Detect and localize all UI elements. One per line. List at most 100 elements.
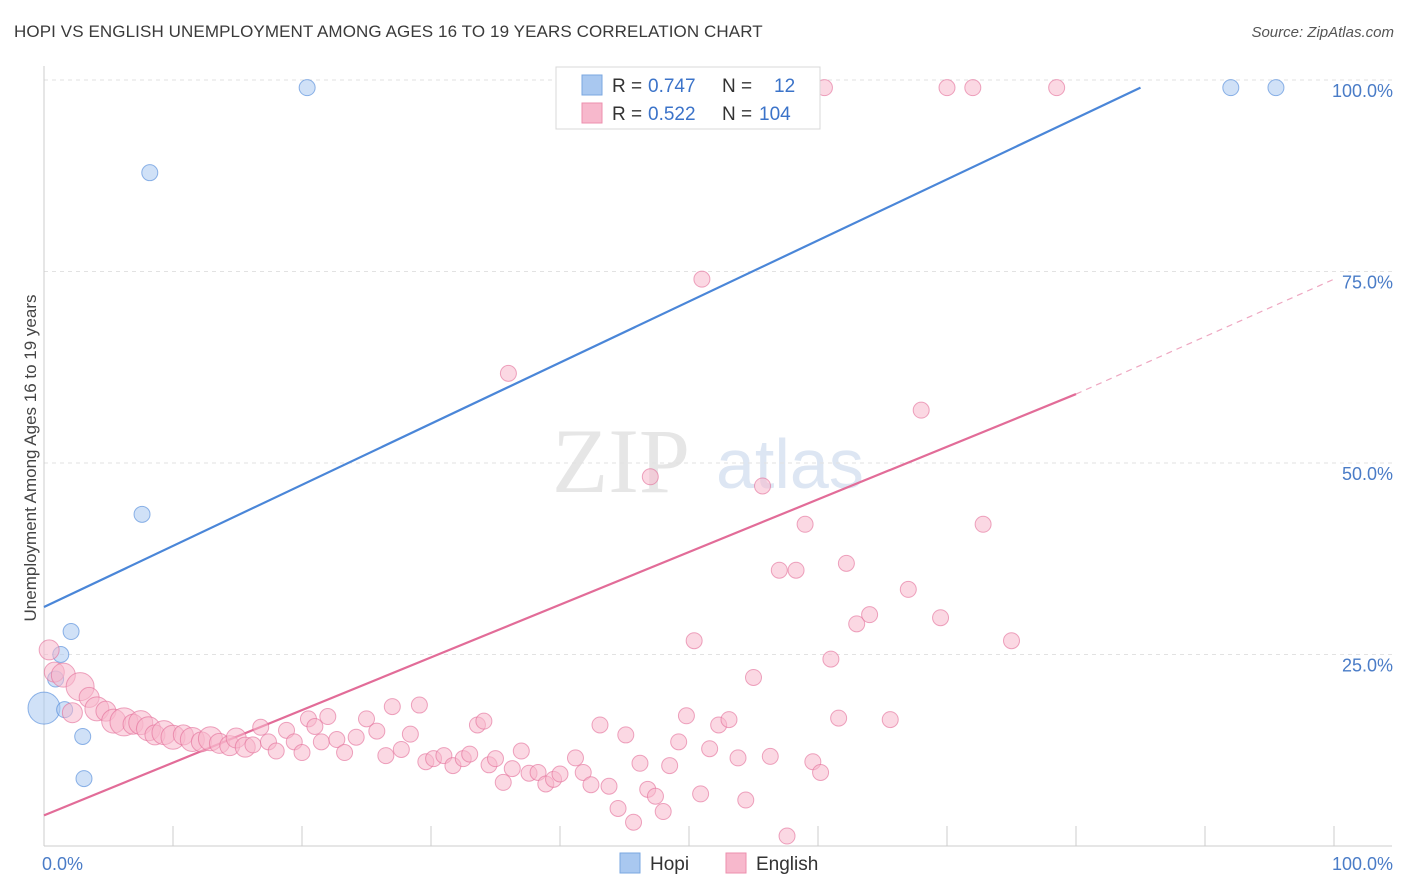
english-point-44 [410,696,428,714]
y-axis-label: Unemployment Among Ages 16 to 19 years [21,295,40,622]
english-point-57 [512,742,530,760]
series-legend: Hopi English [619,852,818,875]
english-point-37 [347,728,365,746]
english-point-73 [646,787,664,805]
grid-lines [44,79,1392,655]
english-point-33 [312,733,330,751]
english-point-25 [252,718,270,736]
english-point-68 [609,799,627,817]
english-point-107 [693,270,711,288]
hopi-legend-swatch [581,74,603,96]
english-point-87 [761,747,779,765]
english-point-35 [328,731,346,749]
english-point-27 [267,742,285,760]
english-r-label: R = [612,104,642,125]
english-point-93 [812,763,830,781]
english-point-70 [625,813,643,831]
y-tick-label-50: 50.0% [1342,464,1393,484]
english-series-swatch [725,852,747,874]
english-point-78 [685,632,703,650]
x-tick-label-max: 100.0% [1332,854,1393,874]
english-point-85 [745,668,762,686]
english-point-89 [778,827,796,845]
source-label: Source: ZipAtlas.com [1251,24,1394,41]
english-point-56 [503,760,521,778]
english-point-110 [938,79,956,97]
english-point-99 [881,711,899,729]
english-point-80 [701,740,719,758]
english-r-value: 0.522 [648,104,696,125]
english-point-88 [770,561,788,579]
english-point-42 [392,740,410,758]
english-n-label: N = [722,104,752,125]
english-point-43 [401,725,419,743]
english-point-95 [830,709,848,727]
english-point-103 [974,515,992,533]
english-point-36 [336,744,354,762]
hopi-point-11 [1267,79,1285,97]
english-point-3 [61,702,83,724]
english-n-value: 104 [759,104,791,125]
hopi-r-value: 0.747 [648,76,696,97]
english-point-0 [38,639,60,661]
y-tick-label-25: 25.0% [1342,656,1393,676]
english-point-100 [899,580,917,598]
hopi-n-label: N = [722,76,752,97]
hopi-r-label: R = [612,76,642,97]
english-point-106 [641,468,659,486]
english-point-66 [591,716,609,734]
english-point-40 [377,747,395,765]
hopi-trend-line [43,86,1141,609]
english-point-64 [574,763,592,781]
english-series-label: English [756,854,818,875]
english-legend-swatch [581,102,603,124]
english-point-30 [293,744,311,762]
english-point-69 [617,726,635,744]
hopi-series-swatch [619,852,641,874]
english-point-32 [306,718,324,736]
hopi-point-10 [1222,79,1240,97]
english-point-76 [670,733,688,751]
hopi-point-6 [75,770,93,788]
english-point-41 [383,698,401,716]
hopi-point-5 [74,727,92,745]
english-point-55 [494,773,512,791]
english-point-91 [796,515,814,533]
english-point-71 [631,754,649,772]
english-point-79 [692,785,710,803]
tick-labels: 25.0% 50.0% 75.0% 100.0% 0.0% 100.0% [42,81,1393,874]
english-point-38 [358,710,375,728]
english-point-74 [654,803,672,821]
english-point-96 [837,554,855,572]
english-point-101 [912,401,930,419]
hopi-point-8 [141,164,159,182]
english-point-105 [499,364,517,382]
hopi-point-9 [298,79,316,97]
english-point-24 [244,736,262,754]
y-tick-label-100: 100.0% [1332,81,1393,101]
english-point-39 [368,722,386,740]
english-point-83 [729,749,747,767]
english-point-50 [461,745,479,763]
hopi-point-0 [27,691,61,725]
english-point-94 [822,650,840,668]
english-point-34 [319,708,337,726]
english-point-77 [677,707,695,725]
english-point-82 [720,711,738,729]
english-trend-extension [1075,278,1335,395]
english-point-98 [861,606,879,624]
hopi-n-value: 12 [774,76,795,97]
english-point-75 [661,757,679,775]
english-point-102 [932,609,950,627]
watermark-atlas: atlas [716,425,864,503]
hopi-point-7 [133,505,151,523]
english-point-52 [475,712,493,730]
watermark-zip: ZIP [552,410,690,512]
english-point-104 [1003,632,1020,650]
english-point-54 [487,750,504,768]
english-point-84 [737,791,755,809]
data-points [27,79,1285,845]
stats-legend: R = 0.747 N = 12 R = 0.522 N = 104 [555,66,821,130]
english-point-63 [566,749,584,767]
english-point-65 [582,776,600,794]
